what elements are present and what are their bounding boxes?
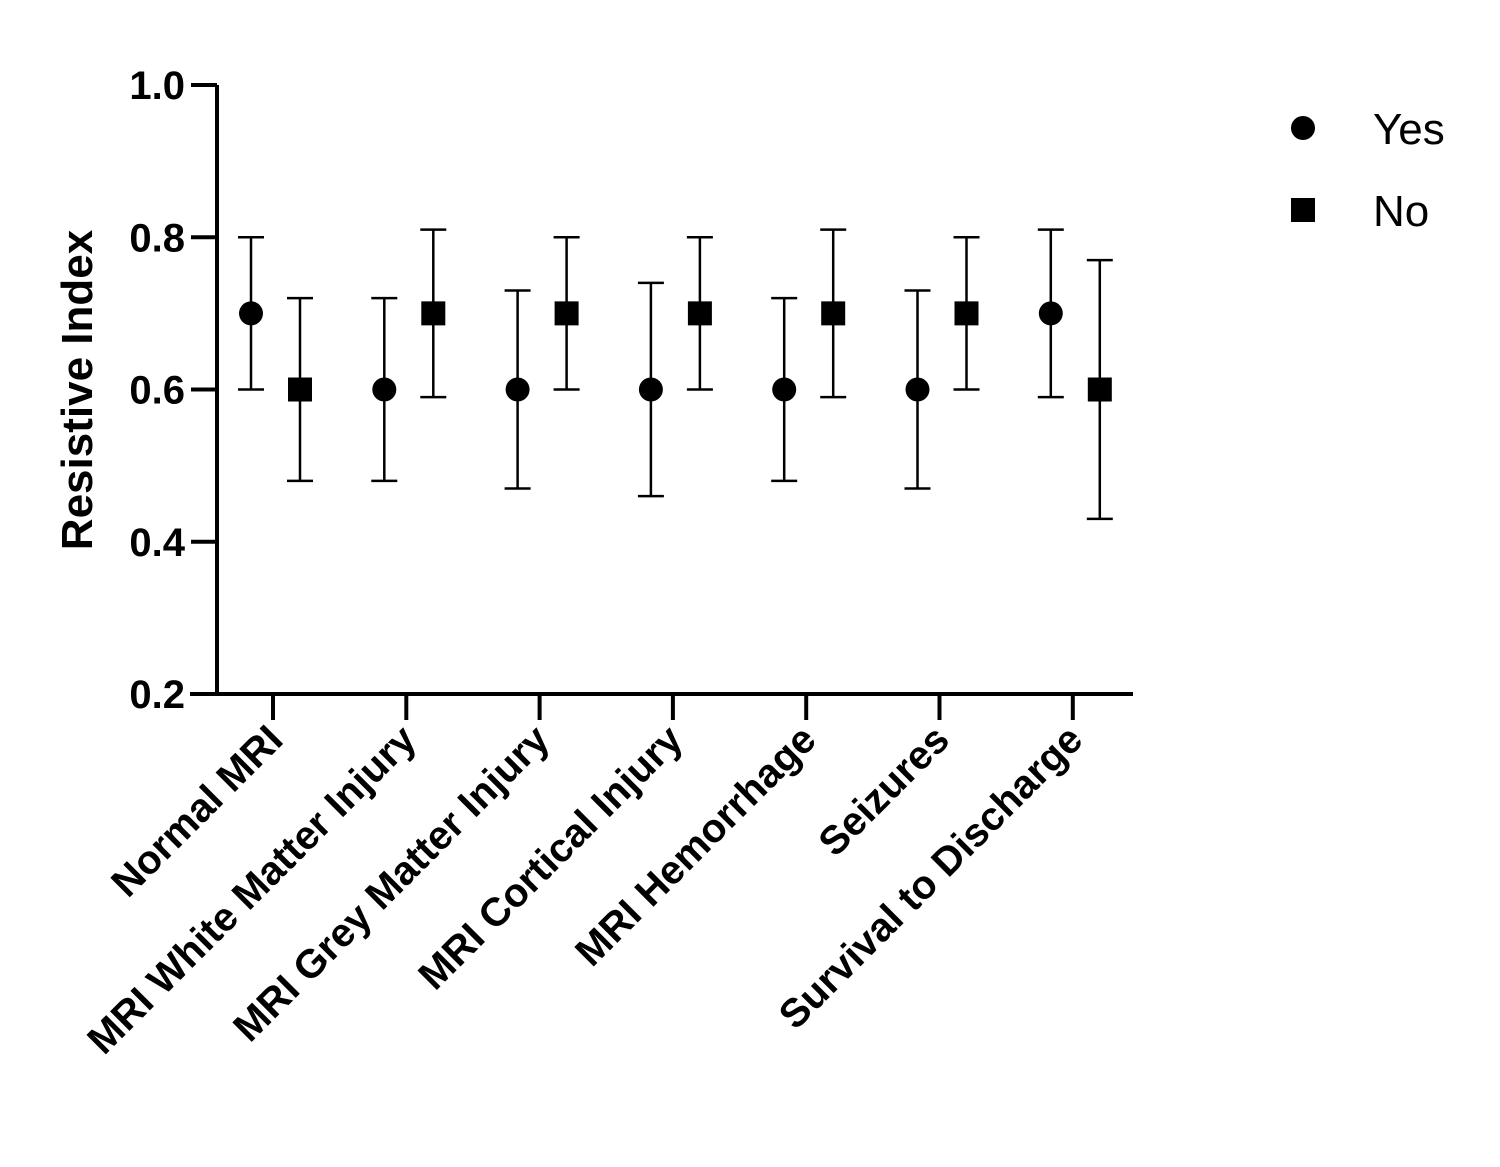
- data-point-yes: [772, 377, 797, 402]
- y-axis-label: Resistive Index: [53, 229, 102, 550]
- plot-area: [238, 228, 1113, 521]
- y-tick-label: 0.2: [129, 673, 185, 717]
- legend: Yes No: [1291, 105, 1445, 236]
- legend-label-no: No: [1373, 187, 1429, 236]
- y-tick-label: 0.6: [129, 369, 185, 413]
- legend-marker-yes: [1291, 116, 1315, 140]
- data-point-no: [954, 301, 979, 326]
- data-point-no: [288, 377, 312, 402]
- data-point-no: [821, 301, 846, 326]
- data-point-no: [687, 301, 712, 326]
- data-point-yes: [505, 377, 530, 402]
- x-tick-label: MRI Hemorrhage: [567, 717, 824, 974]
- y-axis: 0.2 0.4 0.6 0.8 1.0: [129, 64, 219, 717]
- y-tick-label: 1.0: [129, 64, 185, 108]
- y-tick-label: 0.4: [129, 521, 185, 565]
- x-tick-label: MRI Cortical Injury: [410, 717, 692, 999]
- legend-label-yes: Yes: [1373, 105, 1445, 154]
- y-tick-label: 0.8: [129, 216, 185, 260]
- data-point-yes: [1038, 301, 1063, 326]
- data-point-no: [1087, 377, 1112, 402]
- data-point-no: [554, 301, 579, 326]
- data-point-yes: [239, 301, 263, 326]
- data-point-yes: [372, 377, 397, 402]
- data-point-no: [421, 301, 446, 326]
- data-point-yes: [905, 377, 930, 402]
- data-point-yes: [638, 377, 663, 402]
- legend-marker-no: [1291, 198, 1315, 222]
